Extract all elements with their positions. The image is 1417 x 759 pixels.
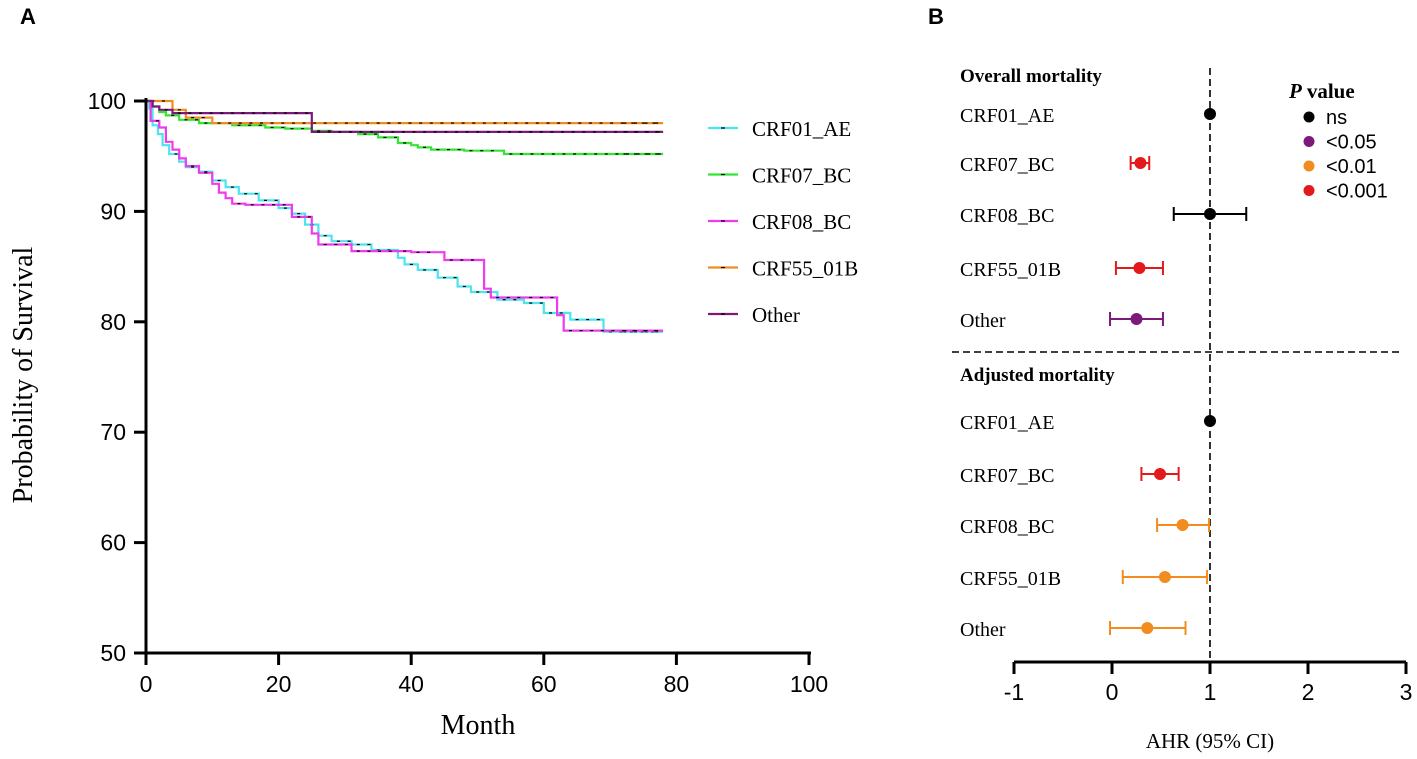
legend-entry-crf07_bc: CRF07_BC <box>708 164 851 188</box>
row-label: Other <box>960 619 1006 641</box>
forest-row-crf07_bc: CRF07_BC <box>960 465 1180 487</box>
group-title: Adjusted mortality <box>960 365 1115 386</box>
x-tick-label: 60 <box>531 671 557 697</box>
legend-entry: <0.001 <box>1303 181 1388 203</box>
point-estimate <box>1141 622 1154 634</box>
legend-label: Other <box>752 303 800 327</box>
legend-entry: <0.05 <box>1303 132 1377 154</box>
series-line-crf08_bc <box>146 99 664 332</box>
legend-label: <0.01 <box>1326 156 1377 178</box>
legend-dot <box>1303 136 1315 147</box>
x-axis-label: Month <box>441 710 516 741</box>
x-axis-ticks: 0 20 40 60 80 100 <box>140 653 828 697</box>
legend-label: ns <box>1326 107 1347 129</box>
x-tick-label: 0 <box>1106 679 1119 705</box>
legend-entry-crf08_bc: CRF08_BC <box>708 210 851 234</box>
legend-label: <0.001 <box>1326 181 1388 203</box>
panel-a-label: A <box>20 4 36 29</box>
point-estimate <box>1204 108 1216 120</box>
legend-label: CRF08_BC <box>752 210 851 234</box>
legend-title-italic: P <box>1288 79 1302 103</box>
point-estimate <box>1133 262 1146 274</box>
row-label: CRF07_BC <box>960 154 1054 176</box>
group-title: Overall mortality <box>960 66 1102 87</box>
point-estimate <box>1204 208 1216 220</box>
row-label: CRF55_01B <box>960 259 1061 281</box>
legend-dot <box>1303 160 1315 172</box>
legend-dot <box>1303 185 1315 196</box>
legend-entry-crf01_ae: CRF01_AE <box>708 117 851 141</box>
legend-dot <box>1303 111 1315 123</box>
row-label: Other <box>960 310 1006 332</box>
forest-row-crf01_ae: CRF01_AE <box>960 105 1216 127</box>
series-line-crf07_bc <box>146 99 664 156</box>
legend-title-rest: value <box>1307 79 1355 103</box>
legend-label: <0.05 <box>1326 132 1377 154</box>
x-axis-label: AHR (95% CI) <box>1146 729 1274 753</box>
x-axis-ticks: -1 0 1 2 3 <box>1004 662 1413 705</box>
forest-row-crf07_bc: CRF07_BC <box>960 154 1151 176</box>
row-label: CRF55_01B <box>960 568 1061 590</box>
series-line-crf01_ae <box>146 99 664 333</box>
forest-row-crf55_01b: CRF55_01B <box>960 568 1209 590</box>
y-tick-label: 90 <box>100 198 126 224</box>
panel-b-label: B <box>928 4 944 29</box>
forest-row-crf08_bc: CRF08_BC <box>960 205 1248 227</box>
legend-entry-crf55_01b: CRF55_01B <box>708 257 858 281</box>
y-tick-label: 60 <box>100 530 126 556</box>
y-axis-ticks: 50 60 70 80 90 100 <box>88 88 146 666</box>
x-tick-label: -1 <box>1004 679 1024 705</box>
legend-label: CRF55_01B <box>752 257 858 281</box>
y-tick-label: 50 <box>100 640 126 666</box>
row-label: CRF08_BC <box>960 205 1054 227</box>
point-estimate <box>1158 571 1171 583</box>
x-tick-label: 20 <box>266 671 292 697</box>
x-tick-label: 40 <box>398 671 424 697</box>
legend: CRF01_AE CRF07_BC CRF08_BC CRF55_01B Other <box>708 117 858 327</box>
forest-row-crf55_01b: CRF55_01B <box>960 259 1164 281</box>
survival-chart: 50 60 70 80 90 100 0 20 40 60 80 100 Month Probabi… <box>8 88 858 741</box>
row-label: CRF01_AE <box>960 105 1054 127</box>
point-estimate <box>1154 468 1167 480</box>
legend-entry-other: Other <box>708 303 800 327</box>
legend-entry: <0.01 <box>1303 156 1377 178</box>
y-tick-label: 80 <box>100 309 126 335</box>
row-label: CRF07_BC <box>960 465 1054 487</box>
point-estimate <box>1204 415 1216 427</box>
x-tick-label: 3 <box>1400 679 1413 705</box>
forest-row-other: Other <box>960 619 1187 641</box>
point-estimate <box>1130 313 1143 325</box>
row-label: CRF01_AE <box>960 412 1054 434</box>
legend-label: CRF01_AE <box>752 117 851 141</box>
y-tick-label: 100 <box>88 88 126 114</box>
forest-rows: Overall mortality CRF01_AE CRF07_BC CRF08_B… <box>960 66 1248 641</box>
x-tick-label: 100 <box>790 671 828 697</box>
survival-curves <box>146 99 664 333</box>
row-label: CRF08_BC <box>960 516 1054 538</box>
x-tick-label: 1 <box>1204 679 1217 705</box>
forest-row-crf08_bc: CRF08_BC <box>960 516 1211 538</box>
y-tick-label: 70 <box>100 419 126 445</box>
y-axis-label: Probability of Survival <box>8 246 39 503</box>
x-tick-label: 80 <box>664 671 690 697</box>
forest-row-crf01_ae: CRF01_AE <box>960 412 1216 434</box>
point-estimate <box>1134 157 1147 169</box>
x-tick-label: 2 <box>1302 679 1315 705</box>
point-estimate <box>1176 519 1189 531</box>
series-line-other <box>146 99 664 133</box>
legend-label: CRF07_BC <box>752 164 851 188</box>
forest-row-other: Other <box>960 310 1164 332</box>
x-tick-label: 0 <box>140 671 153 697</box>
forest-plot: Overall mortality CRF01_AE CRF07_BC CRF08_B… <box>952 66 1412 753</box>
legend-entry: ns <box>1303 107 1347 129</box>
